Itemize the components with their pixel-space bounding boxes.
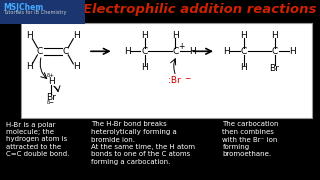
Text: H: H (240, 31, 247, 40)
Text: H: H (223, 47, 230, 56)
Text: The carbocation
then combines
with the Br⁻ ion
forming
bromoethane.: The carbocation then combines with the B… (222, 122, 279, 158)
Text: Br: Br (270, 64, 279, 73)
Text: δ−: δ− (47, 100, 55, 105)
Text: :Br: :Br (168, 76, 181, 85)
Text: H: H (73, 62, 80, 71)
FancyBboxPatch shape (0, 0, 85, 24)
Text: H: H (73, 31, 80, 40)
Text: C: C (241, 47, 247, 56)
Text: C: C (141, 47, 148, 56)
Text: H: H (271, 31, 278, 40)
Text: C: C (62, 47, 69, 56)
Text: H-Br is a polar
molecule; the
hydrogen atom is
attracted to the
C=C double bond.: H-Br is a polar molecule; the hydrogen a… (6, 122, 70, 158)
FancyBboxPatch shape (21, 22, 312, 118)
Text: −: − (184, 74, 190, 83)
Text: The H-Br bond breaks
heterolytically forming a
bromide ion.
At the same time, th: The H-Br bond breaks heterolytically for… (91, 122, 195, 165)
Text: H: H (240, 63, 247, 72)
Text: H: H (172, 31, 179, 40)
Text: H: H (48, 77, 55, 86)
Text: +: + (178, 42, 184, 51)
Text: C: C (172, 47, 179, 56)
Text: C: C (271, 47, 278, 56)
Text: H: H (141, 31, 148, 40)
Text: H: H (189, 47, 196, 56)
Text: C: C (37, 47, 43, 56)
Text: δ+: δ+ (47, 73, 55, 78)
Text: Electrophilic addition reactions: Electrophilic addition reactions (83, 3, 317, 16)
Text: H: H (289, 47, 296, 56)
Text: Br: Br (46, 93, 56, 102)
Text: H: H (141, 63, 148, 72)
Text: Tutorials for IB Chemistry: Tutorials for IB Chemistry (3, 10, 67, 15)
Text: H: H (124, 47, 131, 56)
Text: MSJChem: MSJChem (3, 3, 44, 12)
Text: H: H (26, 62, 33, 71)
Text: H: H (26, 31, 33, 40)
